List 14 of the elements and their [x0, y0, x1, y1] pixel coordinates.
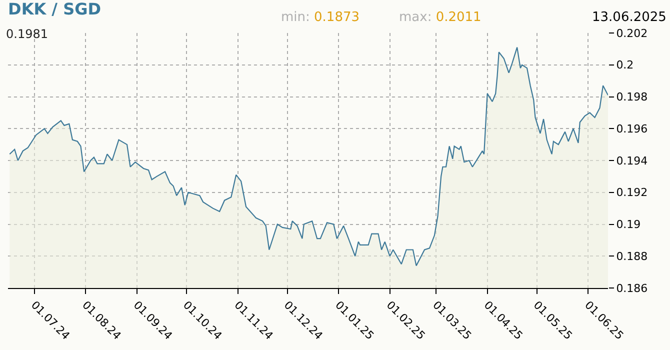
y-tick-label: 0.196 [616, 122, 648, 136]
y-tick-label: 0.186 [616, 282, 648, 295]
y-tick-label: 0.188 [616, 250, 648, 263]
y-tick-label: 0.202 [616, 26, 648, 40]
y-tick-label: 0.19 [616, 218, 641, 232]
text: 13.06.2025 [592, 10, 666, 25]
chart-title: DKK / SGD [8, 0, 102, 19]
y-tick-label: 0.194 [616, 154, 648, 168]
annotation: 0.1981 [6, 27, 48, 41]
y-tick-label: 0.198 [616, 90, 648, 104]
text: min: 0.1873 [281, 10, 360, 25]
y-tick-label: 0.192 [616, 186, 648, 200]
text: max: 0.2011 [399, 10, 482, 25]
y-tick-label: 0.2 [616, 58, 634, 72]
